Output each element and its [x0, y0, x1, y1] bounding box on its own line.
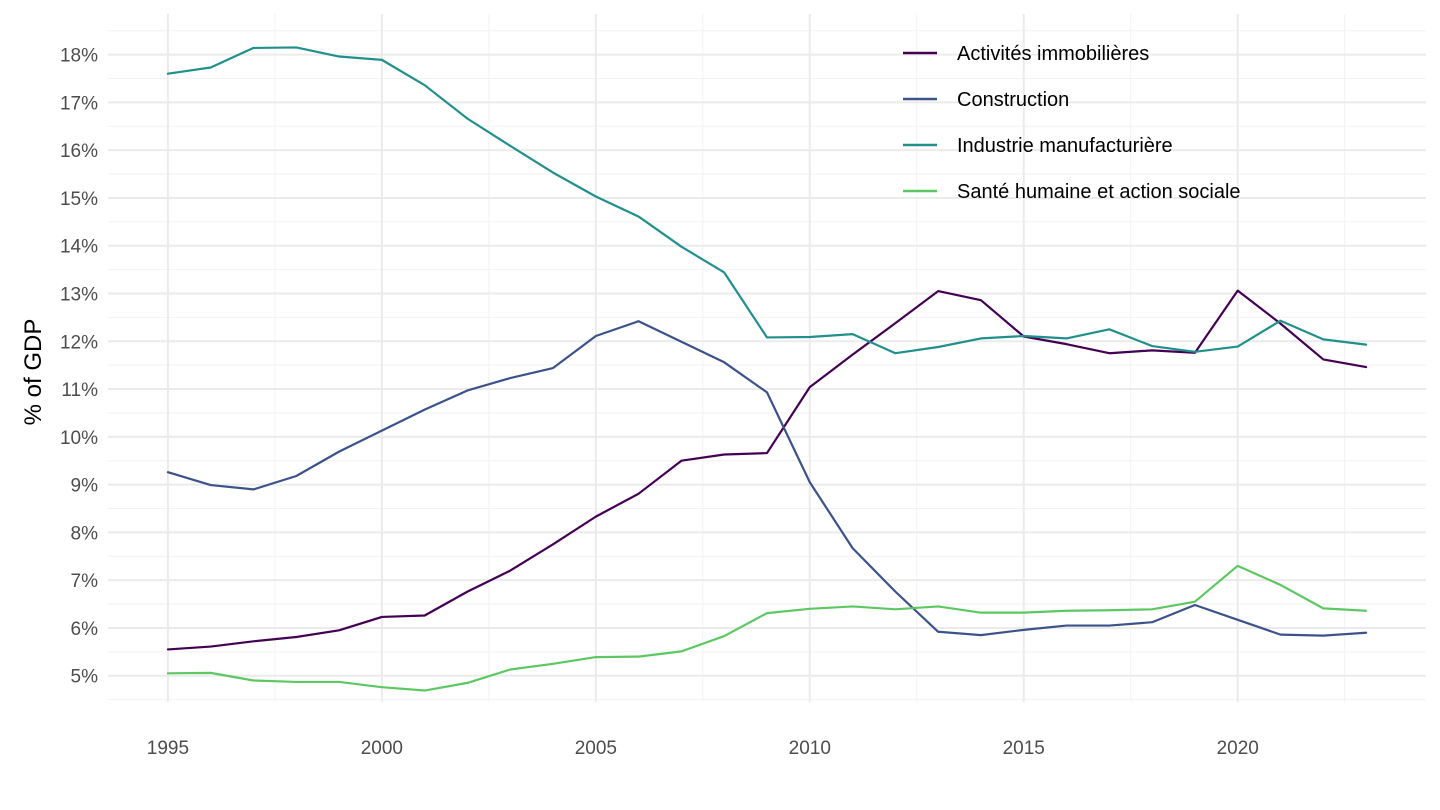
y-axis-ticks: 5% 6% 7% 8% 9% 10% 11% 12% 13% 14% 15% 16% 17% 18% — [60, 46, 98, 688]
y-tick-label: 8% — [71, 523, 99, 544]
y-tick-label: 16% — [60, 141, 98, 162]
y-tick-label: 14% — [60, 237, 98, 258]
x-tick-label: 2000 — [361, 738, 403, 759]
legend-label-construction: Construction — [957, 89, 1069, 111]
series-line-construction — [166, 320, 1368, 637]
major-gridlines — [108, 14, 1426, 702]
legend-item-sante-humaine-et-action-sociale: Santé humaine et action sociale — [903, 181, 1241, 203]
y-tick-label: 13% — [60, 285, 98, 306]
y-tick-label: 5% — [71, 667, 99, 688]
y-tick-label: 15% — [60, 189, 98, 210]
y-tick-label: 11% — [61, 380, 98, 401]
x-tick-label: 2005 — [575, 738, 617, 759]
series-line-industrie-manufacturiere — [166, 46, 1368, 355]
minor-gridlines — [108, 14, 1426, 702]
x-tick-label: 1995 — [147, 738, 189, 759]
series-lines — [166, 46, 1368, 692]
y-axis-title: % of GDP — [20, 319, 47, 426]
x-tick-label: 2020 — [1217, 738, 1259, 759]
legend-label-sante-humaine-et-action-sociale: Santé humaine et action sociale — [957, 181, 1241, 203]
legend-item-construction: Construction — [903, 89, 1069, 111]
series-line-activites-immobilieres — [166, 289, 1368, 651]
legend-label-industrie-manufacturiere: Industrie manufacturière — [957, 135, 1173, 157]
x-axis-ticks: 1995 2000 2005 2010 2015 2020 — [147, 738, 1259, 759]
x-tick-label: 2010 — [789, 738, 831, 759]
legend-item-activites-immobilieres: Activités immobilières — [903, 43, 1149, 65]
y-tick-label: 12% — [60, 332, 98, 353]
y-tick-label: 9% — [71, 476, 99, 497]
y-tick-label: 17% — [60, 93, 98, 114]
legend: Activités immobilières Construction Indust… — [903, 43, 1241, 203]
y-tick-label: 6% — [71, 619, 99, 640]
y-tick-label: 18% — [60, 46, 98, 67]
x-tick-label: 2015 — [1003, 738, 1045, 759]
legend-item-industrie-manufacturiere: Industrie manufacturière — [903, 135, 1173, 157]
legend-label-activites-immobilieres: Activités immobilières — [957, 43, 1149, 65]
series-line-sante-humaine-et-action-sociale — [166, 564, 1368, 692]
y-tick-label: 10% — [60, 428, 98, 449]
y-tick-label: 7% — [71, 571, 99, 592]
